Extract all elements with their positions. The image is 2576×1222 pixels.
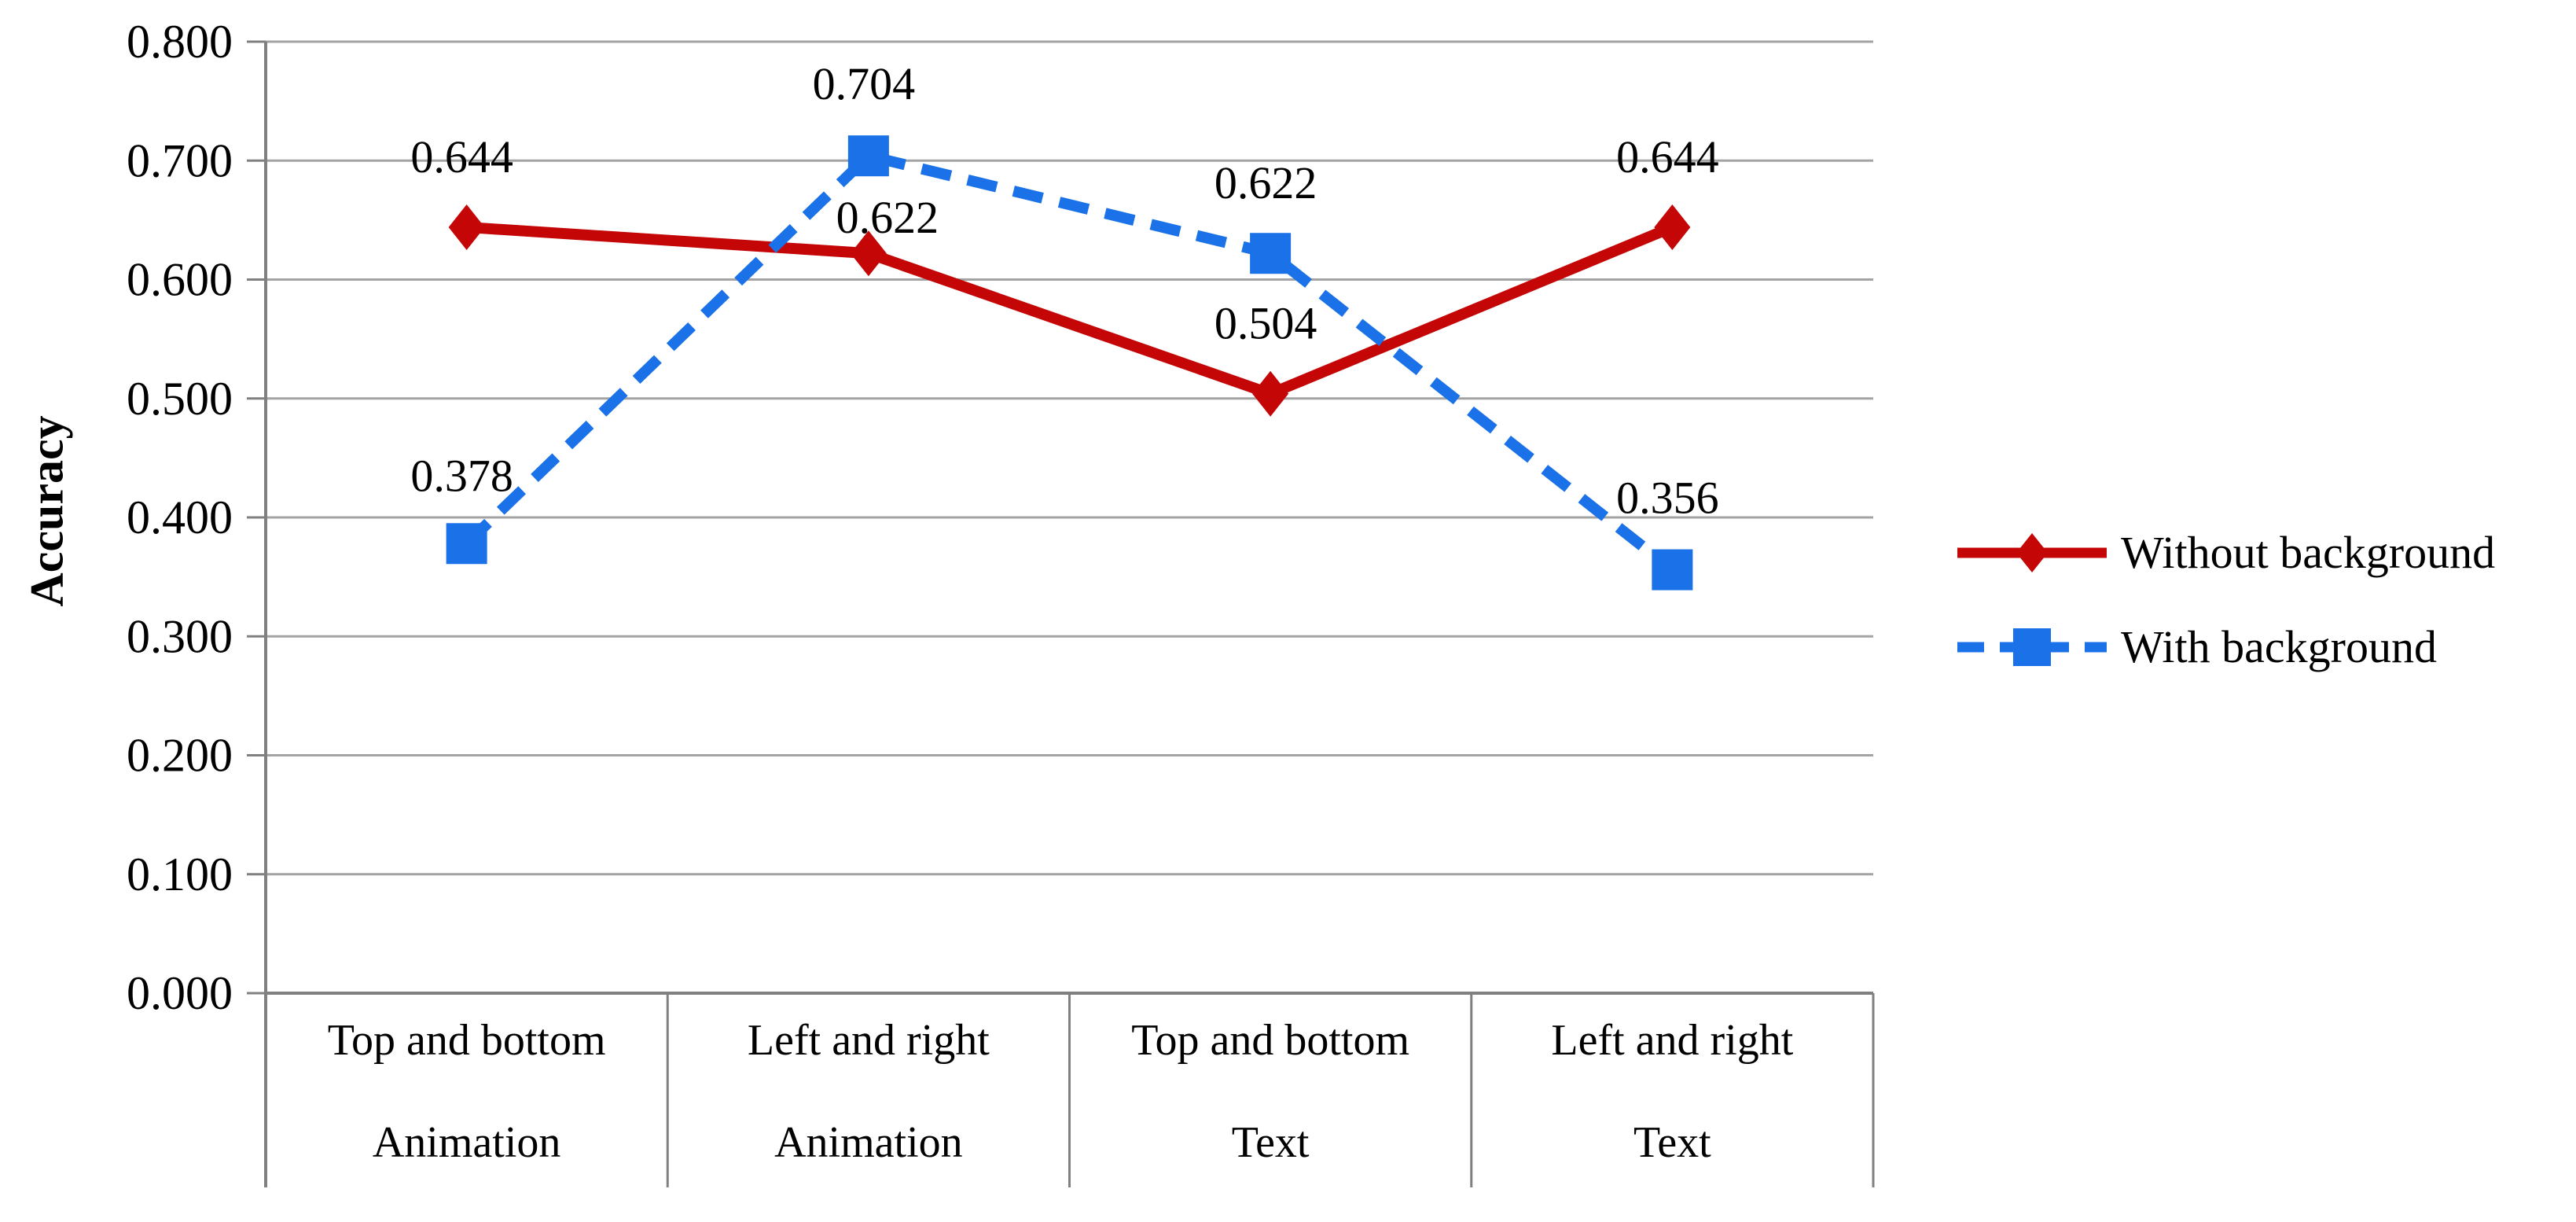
- y-tick-label: 0.000: [127, 967, 233, 1019]
- data-point-label: 0.504: [1215, 298, 1317, 349]
- data-point-label: 0.622: [836, 192, 939, 243]
- data-point-marker-square: [1250, 233, 1292, 274]
- legend-dashed-line-square-icon: [1957, 628, 2107, 666]
- category-label-line1: Top and bottom: [1131, 1016, 1410, 1065]
- data-point-label: 0.622: [1215, 157, 1317, 208]
- legend-sample-square: [2013, 628, 2051, 666]
- legend-label-without-background: Without background: [2121, 527, 2496, 578]
- category-label-line1: Top and bottom: [327, 1016, 606, 1065]
- y-tick-label: 0.500: [127, 373, 233, 425]
- x-axis-category-1: Top and bottom Animation: [266, 996, 667, 1187]
- y-axis-title: Accuracy: [20, 415, 73, 607]
- x-axis-category-4: Left and right Text: [1472, 996, 1873, 1187]
- x-axis-category-3: Top and bottom Text: [1070, 996, 1472, 1187]
- y-tick-label: 0.100: [127, 848, 233, 900]
- y-tick-label: 0.200: [127, 730, 233, 782]
- data-point-label: 0.644: [410, 131, 513, 182]
- data-point-label: 0.356: [1616, 473, 1719, 524]
- category-label-line1: Left and right: [1551, 1016, 1794, 1065]
- data-point-marker-square: [847, 135, 889, 177]
- data-point-label: 0.378: [410, 450, 513, 501]
- data-point-marker-square: [446, 523, 487, 565]
- data-point-label: 0.644: [1616, 131, 1719, 182]
- legend-label-with-background: With background: [2121, 621, 2437, 672]
- y-tick-label: 0.300: [127, 610, 233, 662]
- y-tick-label: 0.800: [127, 16, 233, 68]
- category-label-line2: Text: [1231, 1118, 1310, 1167]
- category-label-line2: Text: [1633, 1118, 1711, 1167]
- legend-sample-diamond: [2016, 533, 2048, 572]
- data-point-marker-diamond: [1654, 204, 1691, 250]
- category-label-line2: Animation: [372, 1118, 561, 1167]
- x-axis-category-row: Top and bottom Animation Left and right Ani…: [266, 996, 1873, 1187]
- legend-item-with-background: With background: [1957, 620, 2495, 675]
- legend-line-diamond-icon: [1957, 533, 2107, 572]
- x-axis-category-2: Left and right Animation: [667, 996, 1069, 1187]
- y-tick-label: 0.700: [127, 134, 233, 186]
- y-tick-label: 0.400: [127, 491, 233, 543]
- data-point-marker-diamond: [448, 204, 485, 250]
- legend-item-without-background: Without background: [1957, 525, 2495, 580]
- data-point-marker-square: [1652, 549, 1693, 591]
- category-label-line2: Animation: [774, 1118, 963, 1167]
- data-point-marker-diamond: [850, 230, 887, 277]
- series-line-with-background: [462, 149, 1676, 575]
- series-line-without-background: [466, 221, 1675, 400]
- data-point-label: 0.704: [813, 58, 916, 109]
- category-label-line1: Left and right: [747, 1016, 990, 1065]
- y-tick-label: 0.600: [127, 254, 233, 306]
- legend: Without background With background: [1957, 525, 2495, 675]
- data-point-marker-diamond: [1252, 370, 1289, 417]
